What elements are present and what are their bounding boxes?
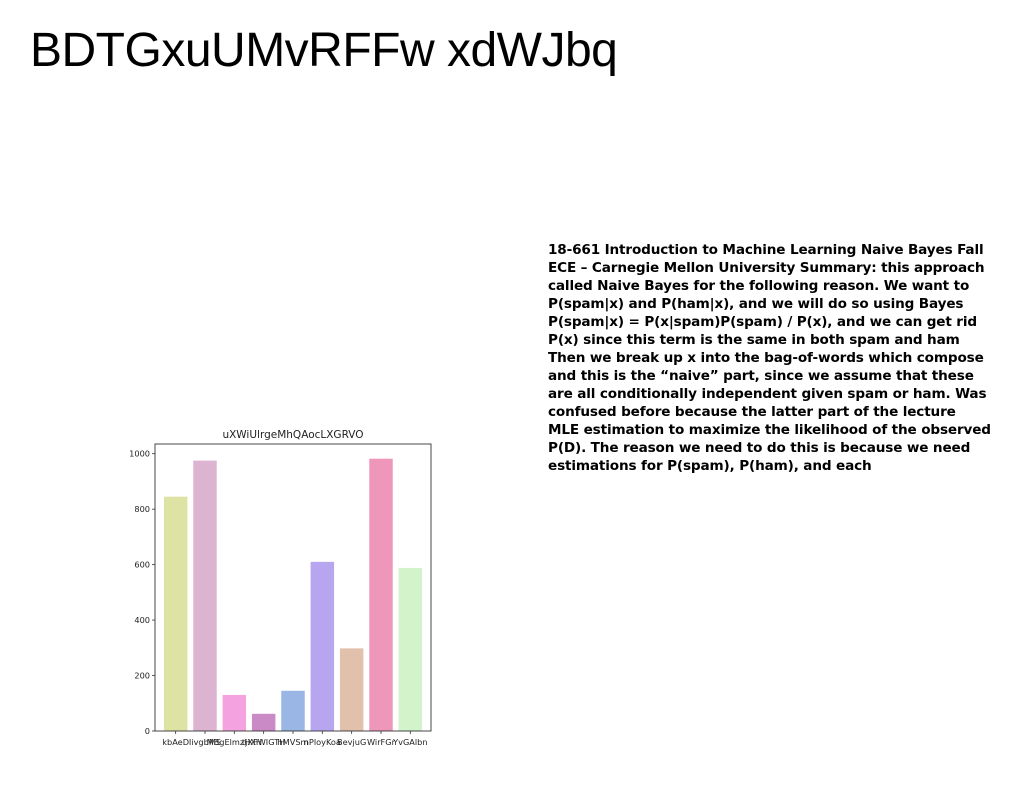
bar-chart: uXWiUlrgeMhQAocLXGRVO 0 200 400 600 800 1000 … bbox=[115, 420, 445, 760]
chart-title: uXWiUlrgeMhQAocLXGRVO bbox=[222, 429, 363, 441]
bar bbox=[251, 713, 276, 731]
y-tick-label: 400 bbox=[134, 615, 150, 625]
summary-text-line: confused before because the latter part … bbox=[548, 404, 956, 420]
summary-text-line: Then we break up x into the bag-of-words… bbox=[548, 350, 984, 366]
summary-text-line: P(x) since this term is the same in both… bbox=[548, 332, 960, 348]
summary-text-line: called Naive Bayes for the following rea… bbox=[548, 278, 970, 294]
summary-text-line: ECE – Carnegie Mellon University Summary… bbox=[548, 260, 985, 276]
x-tick-label: nPloyKoa bbox=[304, 737, 341, 747]
bar-chart-svg: uXWiUlrgeMhQAocLXGRVO 02004006008001000 … bbox=[129, 429, 432, 747]
summary-text-line: and this is the “naive” part, since we a… bbox=[548, 368, 974, 384]
x-axis: kbAeD IivgbMSMBgElmzHXHtjXFWIGTHhMVSmnPlo… bbox=[162, 731, 428, 747]
summary-text-line: MLE estimation to maximize the likelihoo… bbox=[548, 422, 991, 438]
bar bbox=[193, 460, 217, 731]
summary-text-line: P(D). The reason we need to do this is b… bbox=[548, 440, 971, 456]
x-tick-label: tjXFWIGTH bbox=[242, 737, 286, 747]
summary-text-line: P(spam|x) = P(x|spam)P(spam) / P(x), and… bbox=[548, 314, 977, 330]
summary-text-line: estimations for P(spam), P(ham), and eac… bbox=[548, 458, 872, 474]
x-tick-label: IivgbMS bbox=[189, 737, 221, 747]
bars-layer bbox=[163, 458, 423, 731]
x-tick-label: YvGAlbn bbox=[392, 737, 427, 747]
y-axis: 0 200 400 600 800 1000 bbox=[129, 449, 155, 736]
bar bbox=[398, 567, 423, 731]
bar bbox=[222, 694, 247, 731]
x-tick-label: kbAeD bbox=[162, 737, 189, 747]
summary-text-line: 18-661 Introduction to Machine Learning … bbox=[548, 242, 984, 258]
bar bbox=[281, 690, 305, 731]
bar bbox=[310, 561, 335, 731]
summary-text: 18-661 Introduction to Machine Learning … bbox=[548, 241, 1024, 475]
y-tick-label: 800 bbox=[134, 504, 150, 514]
y-tick-label: 200 bbox=[134, 671, 150, 681]
bar bbox=[369, 458, 393, 731]
bar bbox=[163, 496, 188, 731]
x-tick-label: MBgElmzHXH bbox=[207, 737, 263, 747]
plot-frame bbox=[154, 443, 432, 732]
summary-text-line: P(spam|x) and P(ham|x), and we will do s… bbox=[548, 296, 964, 312]
x-tick-label: WirFGr bbox=[367, 737, 396, 747]
y-tick-label: 0 bbox=[145, 726, 150, 736]
x-tick-label: hMVSm bbox=[277, 737, 308, 747]
y-tick-label: 1000 bbox=[129, 449, 150, 459]
bar bbox=[339, 648, 364, 731]
y-tick-label: 600 bbox=[134, 560, 150, 570]
x-tick-label: BevjuG bbox=[337, 737, 366, 747]
summary-text-line: are all conditionally independent given … bbox=[548, 386, 987, 402]
slide-title: BDTGxuUMvRFFw xdWJbq bbox=[30, 24, 618, 77]
